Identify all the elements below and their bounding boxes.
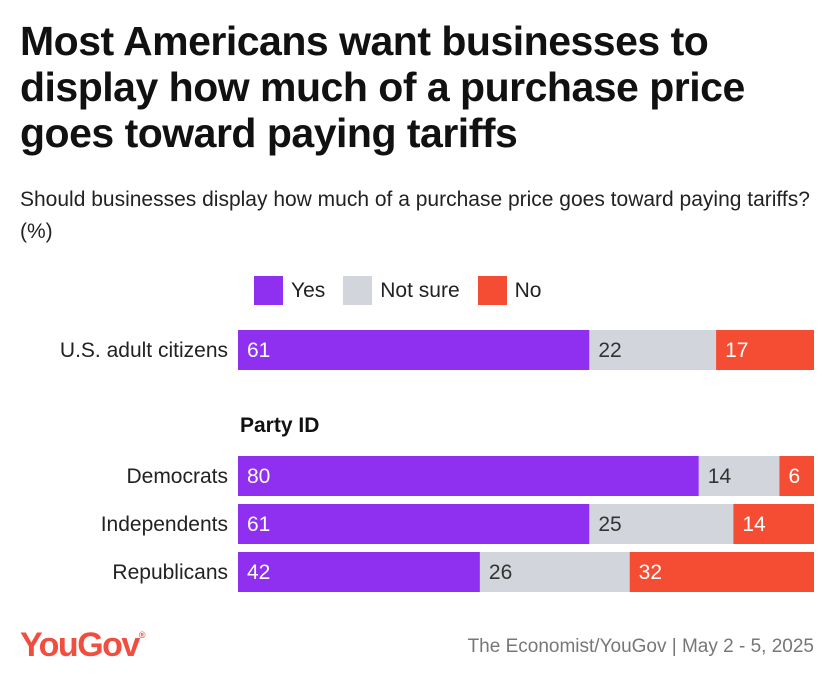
data-label-u-s-adult-citizens-not-sure: 22	[598, 339, 621, 362]
chart-title: Most Americans want businesses to displa…	[20, 18, 745, 156]
data-label-u-s-adult-citizens-no: 17	[725, 339, 748, 362]
legend-swatch-no	[477, 276, 507, 305]
data-label-democrats-no: 6	[788, 465, 800, 488]
brand-name: YouGov	[20, 626, 140, 664]
legend-label-not-sure: Not sure	[380, 278, 460, 302]
category-label-u-s-adult-citizens: U.S. adult citizens	[60, 339, 228, 362]
legend-item-no: No	[477, 276, 542, 305]
legend-label-no: No	[514, 278, 542, 302]
data-label-independents-no: 14	[742, 513, 766, 536]
bar-democrats-not-sure	[698, 456, 780, 496]
category-label-independents: Independents	[101, 513, 228, 536]
data-label-republicans-yes: 42	[247, 561, 270, 584]
bar-u-s-adult-citizens-not-sure	[589, 330, 717, 370]
bar-democrats-yes	[238, 456, 699, 496]
bar-u-s-adult-citizens-no	[716, 330, 814, 370]
category-label-republicans: Republicans	[112, 561, 228, 584]
bar-republicans-not-sure	[479, 552, 630, 592]
legend-swatch-yes	[254, 276, 283, 305]
bar-independents-no	[733, 504, 814, 544]
bar-democrats-no	[779, 456, 814, 496]
bar-republicans-yes	[238, 552, 480, 592]
legend-label-yes: Yes	[291, 278, 326, 302]
chart-subtitle: Should businesses display how much of a …	[20, 188, 810, 243]
data-label-democrats-yes: 80	[247, 465, 270, 488]
legend-item-yes: Yes	[254, 276, 325, 305]
data-label-independents-yes: 61	[247, 513, 270, 536]
data-label-republicans-no: 32	[639, 561, 662, 584]
data-label-democrats-not-sure: 14	[708, 465, 732, 488]
bar-republicans-no	[629, 552, 814, 592]
data-label-republicans-not-sure: 26	[489, 561, 512, 584]
registered-mark: ®	[138, 630, 146, 640]
yougov-logo: YouGov®	[20, 626, 145, 665]
group-heading-party-id: Party ID	[240, 414, 319, 437]
legend: Yes Not sure No	[254, 276, 560, 305]
source-note: The Economist/YouGov | May 2 - 5, 2025	[467, 636, 814, 657]
bar-u-s-adult-citizens-yes	[238, 330, 590, 370]
bar-independents-not-sure	[589, 504, 734, 544]
category-label-democrats: Democrats	[126, 465, 228, 488]
legend-item-not-sure: Not sure	[343, 276, 460, 305]
legend-swatch-not-sure	[343, 276, 373, 305]
data-label-independents-not-sure: 25	[598, 513, 621, 536]
bar-independents-yes	[238, 504, 590, 544]
data-label-u-s-adult-citizens-yes: 61	[247, 339, 270, 362]
